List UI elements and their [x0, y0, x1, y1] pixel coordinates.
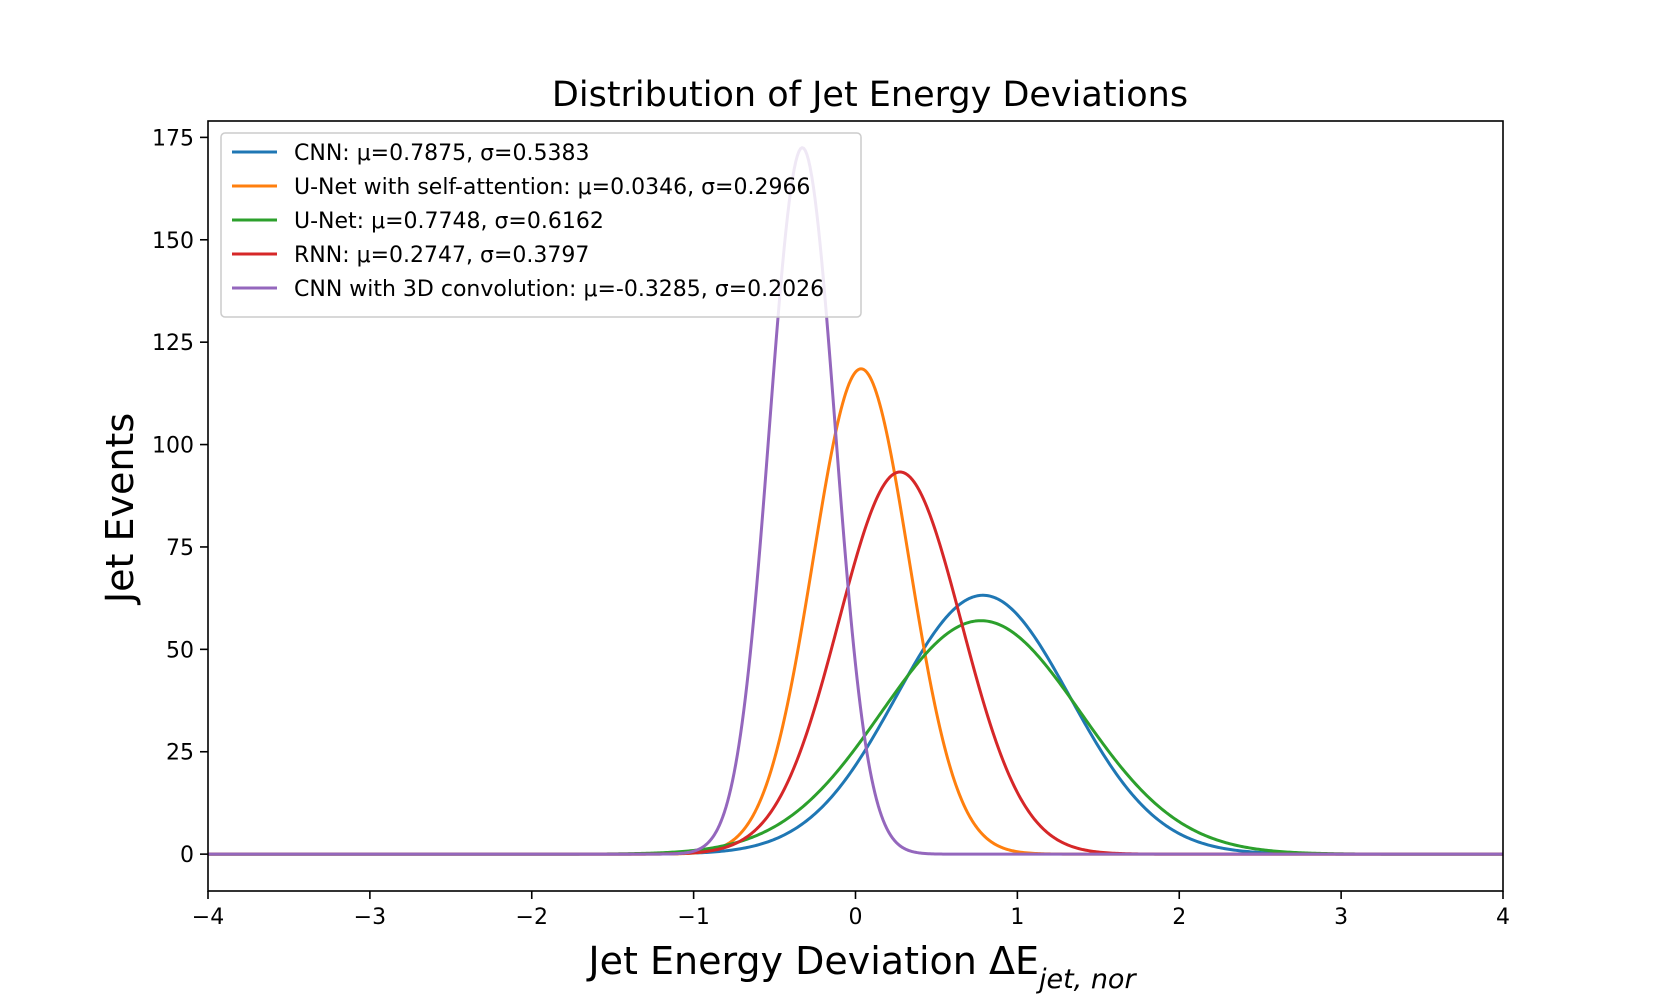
x-tick-label: −3 — [354, 905, 386, 930]
legend: CNN: μ=0.7875, σ=0.5383 U-Net with self-a… — [220, 132, 862, 318]
legend-entry-u-net: U-Net: μ=0.7748, σ=0.6162 — [294, 209, 604, 234]
x-tick-label: −1 — [677, 905, 709, 930]
x-axis-label: Jet Energy Deviation ΔEjet, nor — [586, 939, 1137, 995]
legend-entry-mu: μ=-0.3285, — [583, 277, 714, 302]
chart-title: Distribution of Jet Energy Deviations — [552, 75, 1188, 115]
legend-entry-cnn: CNN: μ=0.7875, σ=0.5383 — [294, 141, 589, 166]
x-axis-label-main: Jet Energy Deviation ΔE — [586, 939, 1039, 983]
legend-entry-sigma: σ=0.6162 — [494, 209, 603, 234]
y-tick-label: 100 — [152, 434, 194, 459]
x-tick-label: 1 — [1010, 905, 1024, 930]
x-tick-label: 4 — [1496, 905, 1510, 930]
legend-entry-mu: μ=0.0346, — [578, 175, 701, 200]
y-axis: 0 25 50 75 100 125 150 175 — [152, 126, 208, 868]
y-tick-label: 175 — [152, 126, 194, 151]
legend-entry-mu: μ=0.7875, — [357, 141, 480, 166]
y-tick-label: 50 — [166, 638, 194, 663]
legend-entry-mu: μ=0.7748, — [371, 209, 494, 234]
series-line-cnn-with-3d-convolution — [208, 146, 1503, 856]
legend-entry-mu: μ=0.2747, — [357, 243, 480, 268]
legend-entry-cnn-with-3d-convolution: CNN with 3D convolution: μ=-0.3285, σ=0.… — [294, 277, 824, 302]
legend-entry-name: U-Net with self-attention: — [294, 175, 578, 200]
y-tick-label: 75 — [166, 536, 194, 561]
x-tick-label: −2 — [516, 905, 548, 930]
legend-entry-u-net-with-self-attention: U-Net with self-attention: μ=0.0346, σ=0… — [294, 175, 810, 200]
legend-entry-rnn: RNN: μ=0.2747, σ=0.3797 — [294, 243, 589, 268]
legend-entry-sigma: σ=0.2026 — [715, 277, 824, 302]
y-axis-label: Jet Events — [98, 413, 142, 605]
legend-box — [220, 132, 862, 318]
legend-entry-sigma: σ=0.3797 — [480, 243, 589, 268]
y-tick-label: 25 — [166, 741, 194, 766]
y-tick-label: 125 — [152, 331, 194, 356]
x-tick-label: 0 — [849, 905, 863, 930]
legend-entry-sigma: σ=0.2966 — [701, 175, 810, 200]
legend-entry-name: RNN: — [294, 243, 357, 268]
y-tick-label: 0 — [180, 843, 194, 868]
legend-entry-name: CNN with 3D convolution: — [294, 277, 583, 302]
legend-entry-name: CNN: — [294, 141, 357, 166]
y-tick-label: 150 — [152, 229, 194, 254]
x-axis: −4 −3 −2 −1 0 1 2 3 4 — [192, 891, 1510, 930]
legend-entry-sigma: σ=0.5383 — [480, 141, 589, 166]
x-axis-label-subscript: jet, nor — [1035, 964, 1137, 995]
x-tick-label: 2 — [1172, 905, 1186, 930]
legend-entry-name: U-Net: — [294, 209, 371, 234]
x-tick-label: 3 — [1334, 905, 1348, 930]
x-tick-label: −4 — [192, 905, 224, 930]
series-group — [208, 146, 1503, 856]
